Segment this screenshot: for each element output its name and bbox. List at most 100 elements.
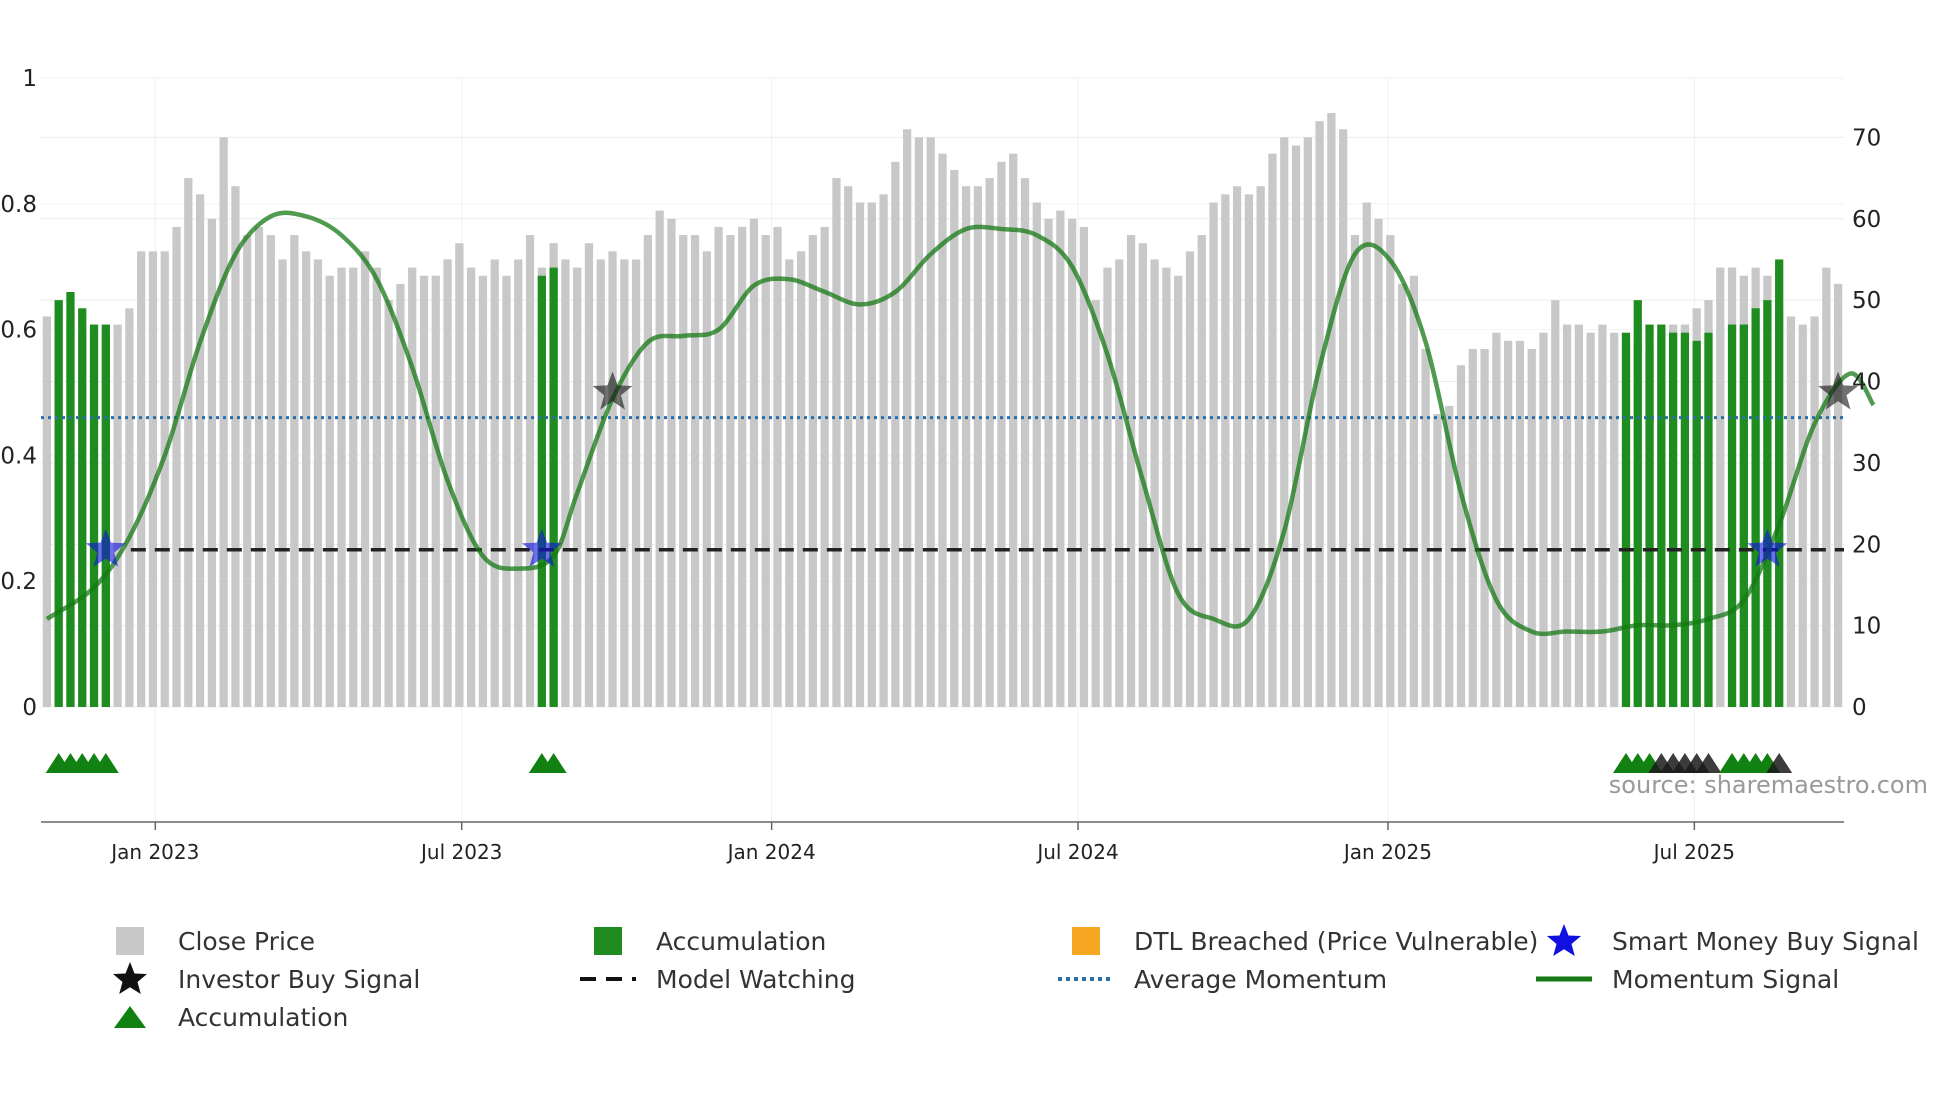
close-price-bar: [219, 137, 228, 708]
close-price-bar: [1209, 202, 1218, 708]
close-price-bar: [891, 161, 900, 707]
close-price-bar: [997, 161, 1006, 707]
y-right-tick-label: 40: [1852, 370, 1881, 396]
accumulation-bar: [1657, 324, 1666, 707]
accumulation-bar: [1739, 324, 1748, 707]
close-price-bar: [679, 235, 688, 707]
close-price-bar: [1150, 259, 1159, 707]
y-left-tick-label: 0.4: [0, 443, 37, 469]
close-price-bar: [561, 259, 570, 707]
close-price-bar: [478, 275, 488, 707]
close-price-bar: [1162, 267, 1171, 707]
accumulation-triangle: [92, 753, 119, 773]
close-price-bar: [1315, 121, 1324, 708]
close-price-bar: [985, 178, 994, 707]
close-price-bar: [738, 226, 747, 708]
accumulation-bar: [1727, 324, 1737, 707]
accumulation-bar: [1680, 332, 1690, 707]
x-tick-label: Jul 2025: [1652, 840, 1735, 864]
close-price-bar: [184, 178, 193, 707]
close-price-bar: [290, 235, 299, 707]
close-price-bar: [1798, 324, 1807, 707]
close-price-bar: [42, 316, 52, 707]
close-price-bar: [1232, 186, 1242, 707]
smart-money-buy-star: [1747, 528, 1788, 567]
accumulation-triangle: [1766, 753, 1793, 773]
close-price-bar: [1009, 153, 1018, 707]
accumulation-bar: [1645, 324, 1654, 707]
close-price-bar: [1268, 153, 1277, 707]
close-price-bar: [796, 251, 806, 707]
close-price-bar: [1221, 194, 1230, 707]
close-price-bar: [1515, 340, 1525, 707]
axes: [41, 821, 1844, 830]
close-price-bar: [903, 129, 912, 707]
close-price-bar: [148, 251, 158, 707]
close-price-bar: [1103, 267, 1112, 707]
close-price-bar: [914, 137, 924, 708]
x-tick-label: Jan 2024: [726, 840, 816, 864]
close-price-bar: [702, 251, 711, 707]
source-label: source: sharemaestro.com: [1609, 771, 1928, 799]
close-price-bar: [620, 259, 629, 707]
close-price-bar: [408, 267, 417, 707]
close-price-bar: [160, 251, 169, 707]
accumulation-bars: [54, 259, 1784, 707]
close-price-bar: [431, 275, 440, 707]
close-price-bar: [1174, 275, 1183, 707]
close-price-bar: [455, 243, 464, 707]
close-price-bar: [1551, 300, 1560, 707]
close-price-bar: [1350, 235, 1360, 707]
close-price-bar: [1586, 332, 1595, 707]
close-price-bar: [1527, 348, 1536, 707]
close-price-bar: [1068, 218, 1077, 707]
close-price-bar: [1244, 194, 1254, 707]
y-left-tick-label: 0: [22, 695, 37, 721]
close-price-bar: [1456, 365, 1466, 707]
close-price-bar: [1833, 283, 1843, 707]
close-price-bar: [1480, 348, 1489, 707]
x-tick-label: Jan 2025: [1342, 840, 1432, 864]
close-price-bar: [419, 275, 429, 707]
close-price-bar: [950, 169, 959, 707]
close-price-bar: [490, 259, 499, 707]
close-price-bar: [726, 235, 735, 707]
close-price-bar: [1574, 324, 1583, 707]
y-right-tick-label: 10: [1852, 614, 1881, 640]
accumulation-bar: [1633, 300, 1642, 707]
y-right-tick-label: 20: [1852, 532, 1881, 558]
close-price-bar: [1115, 259, 1124, 707]
close-price-bar: [773, 226, 782, 708]
accumulation-bar: [1692, 340, 1701, 707]
close-price-bar: [785, 259, 794, 707]
signal-lines: [41, 210, 1876, 637]
close-price-bar: [125, 308, 134, 707]
close-price-bar: [1421, 348, 1430, 707]
close-price-bar: [502, 275, 511, 707]
close-price-bar: [1716, 267, 1725, 707]
close-price-bar: [1091, 300, 1100, 707]
close-price-bar: [1280, 137, 1289, 708]
close-price-bar: [1056, 210, 1065, 707]
close-price-bar: [313, 259, 323, 707]
close-price-bar: [1492, 332, 1501, 707]
close-price-bar: [113, 324, 122, 707]
accumulation-bar: [101, 324, 110, 707]
accumulation-bar: [1621, 332, 1631, 707]
close-price-bar: [467, 267, 476, 707]
y-left-tick-label: 0.2: [0, 569, 37, 595]
close-price-bar: [207, 218, 216, 707]
close-price-bar: [926, 137, 935, 708]
close-price-bar: [1020, 178, 1030, 707]
accumulation-bar: [54, 300, 63, 707]
close-price-bar: [938, 153, 947, 707]
close-price-bar: [1327, 112, 1336, 708]
close-price-bar: [855, 202, 865, 708]
close-price-bar: [172, 226, 181, 708]
close-price-bar: [525, 235, 535, 707]
close-price-bar: [714, 226, 723, 708]
close-price-bar: [1822, 267, 1831, 707]
close-price-bar: [1786, 316, 1796, 707]
accumulation-bar: [537, 275, 546, 707]
